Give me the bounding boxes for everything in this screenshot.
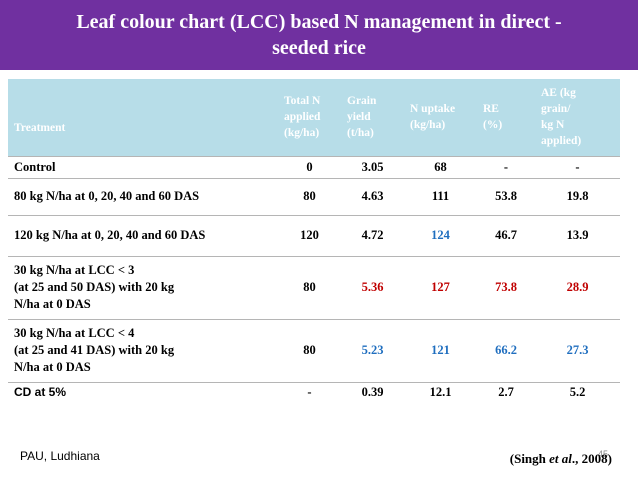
- cell-ae: 19.8: [535, 177, 620, 216]
- slide-title-banner: Leaf colour chart (LCC) based N manageme…: [0, 0, 638, 70]
- header-re: RE (%): [477, 79, 535, 157]
- lcc-results-table: Treatment Total N applied (kg/ha) Grain …: [8, 79, 620, 403]
- cell-ae: 13.9: [535, 214, 620, 257]
- cell-treatment: 30 kg N/ha at LCC < 3 (at 25 and 50 DAS)…: [8, 255, 278, 320]
- header-total-n: Total N applied (kg/ha): [278, 79, 341, 157]
- cell-grain-yield: 4.72: [341, 214, 404, 257]
- cell-total-n: 80: [278, 318, 341, 383]
- table-row: CD at 5% - 0.39 12.1 2.7 5.2: [8, 381, 620, 403]
- cell-re: 46.7: [477, 214, 535, 257]
- cell-grain-yield: 0.39: [341, 381, 404, 403]
- cell-n-uptake: 12.1: [404, 381, 477, 403]
- cell-ae: 28.9: [535, 255, 620, 320]
- cell-re: -: [477, 155, 535, 179]
- cell-grain-yield: 5.23: [341, 318, 404, 383]
- table-row: 120 kg N/ha at 0, 20, 40 and 60 DAS 120 …: [8, 214, 620, 257]
- cell-total-n: -: [278, 381, 341, 403]
- institution-label: PAU, Ludhiana: [20, 449, 100, 463]
- cell-re: 53.8: [477, 177, 535, 216]
- cell-treatment: CD at 5%: [8, 381, 278, 403]
- cell-ae: -: [535, 155, 620, 179]
- cell-n-uptake: 68: [404, 155, 477, 179]
- header-treatment: Treatment: [8, 79, 278, 157]
- table-header-row: Treatment Total N applied (kg/ha) Grain …: [8, 79, 620, 157]
- citation: (Singh et al., 2008): [509, 451, 612, 466]
- cell-total-n: 0: [278, 155, 341, 179]
- page-number: 45: [597, 449, 608, 459]
- cell-re: 2.7: [477, 381, 535, 403]
- cell-grain-yield: 5.36: [341, 255, 404, 320]
- cell-n-uptake: 124: [404, 214, 477, 257]
- cell-total-n: 80: [278, 177, 341, 216]
- cell-n-uptake: 127: [404, 255, 477, 320]
- cell-ae: 5.2: [535, 381, 620, 403]
- header-n-uptake: N uptake (kg/ha): [404, 79, 477, 157]
- header-grain-yield: Grain yield (t/ha): [341, 79, 404, 157]
- slide-title-line-2: seeded rice: [272, 37, 366, 59]
- table-row: 30 kg N/ha at LCC < 4 (at 25 and 41 DAS)…: [8, 318, 620, 383]
- cell-treatment: 80 kg N/ha at 0, 20, 40 and 60 DAS: [8, 177, 278, 216]
- table-row: 80 kg N/ha at 0, 20, 40 and 60 DAS 80 4.…: [8, 177, 620, 216]
- table-row: 30 kg N/ha at LCC < 3 (at 25 and 50 DAS)…: [8, 255, 620, 320]
- cell-n-uptake: 111: [404, 177, 477, 216]
- cell-treatment: 30 kg N/ha at LCC < 4 (at 25 and 41 DAS)…: [8, 318, 278, 383]
- cell-re: 66.2: [477, 318, 535, 383]
- cell-treatment: 120 kg N/ha at 0, 20, 40 and 60 DAS: [8, 214, 278, 257]
- cell-treatment: Control: [8, 155, 278, 179]
- cell-grain-yield: 4.63: [341, 177, 404, 216]
- cell-grain-yield: 3.05: [341, 155, 404, 179]
- cell-re: 73.8: [477, 255, 535, 320]
- header-ae: AE (kg grain/ kg N applied): [535, 79, 620, 157]
- cell-n-uptake: 121: [404, 318, 477, 383]
- cell-total-n: 80: [278, 255, 341, 320]
- cell-total-n: 120: [278, 214, 341, 257]
- cell-ae: 27.3: [535, 318, 620, 383]
- table-row: Control 0 3.05 68 - -: [8, 155, 620, 179]
- slide-title-line-1: Leaf colour chart (LCC) based N manageme…: [76, 11, 562, 33]
